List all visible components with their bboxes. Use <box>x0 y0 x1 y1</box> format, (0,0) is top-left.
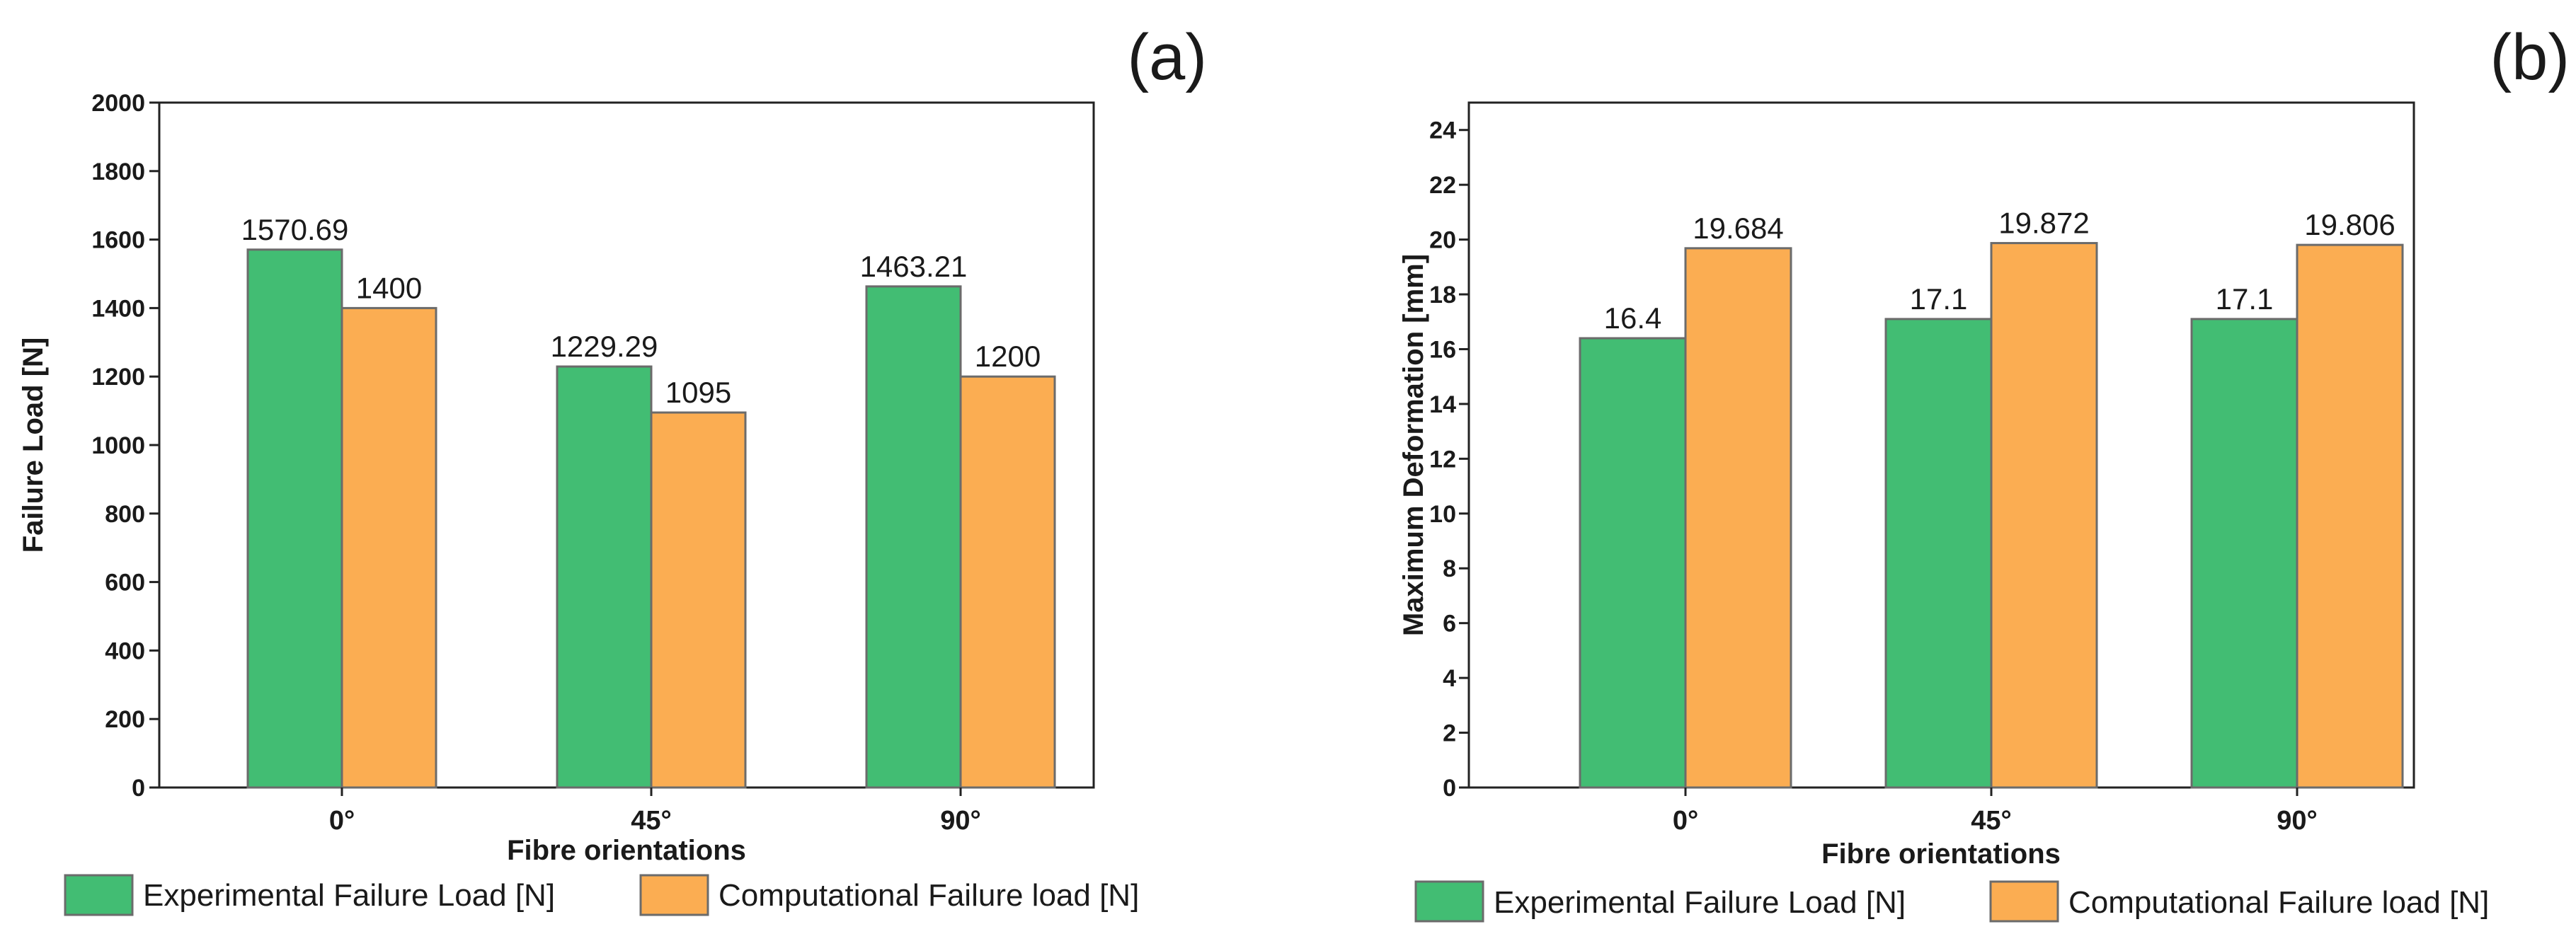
y-tick-label: 0 <box>132 775 145 802</box>
y-tick-label: 16 <box>1429 336 1456 363</box>
bar-computational <box>340 306 437 789</box>
bar-data-label: 17.1 <box>2216 282 2274 316</box>
category-label: 90° <box>2277 806 2317 836</box>
y-tick-label: 4 <box>1443 665 1456 692</box>
y-tick-label: 22 <box>1429 172 1456 199</box>
legend-swatch-experimental <box>64 874 134 916</box>
bar-data-label: 1229.29 <box>551 330 658 363</box>
y-tick-label: 8 <box>1443 555 1456 582</box>
legend-label-experimental: Experimental Failure Load [N] <box>143 878 555 913</box>
bar-computational <box>2296 243 2404 789</box>
y-tick-label: 600 <box>105 570 145 596</box>
bar-data-label: 1095 <box>665 376 731 409</box>
bar-data-label: 17.1 <box>1910 282 1968 316</box>
y-axis-title: Failure Load [N] <box>18 338 49 553</box>
panel-label: (a) <box>1128 21 1207 93</box>
data-labels: 16.4 19.684 17.1 19.872 17.1 19.806 <box>1604 207 2395 335</box>
y-tick-label: 18 <box>1429 282 1456 308</box>
y-tick-label: 0 <box>1443 775 1456 802</box>
bar-experimental <box>865 285 962 789</box>
y-tick-label: 12 <box>1429 446 1456 473</box>
bar-data-label: 19.806 <box>2304 208 2395 241</box>
y-tick-label: 10 <box>1429 501 1456 528</box>
y-tick-label: 1600 <box>91 227 145 254</box>
y-tick-label: 24 <box>1429 117 1456 144</box>
chart-panel-b: (b) Maximum Deformation [mm] Fibre orien… <box>1398 21 2570 923</box>
y-tick-label: 200 <box>105 706 145 733</box>
y-tick-label: 800 <box>105 501 145 528</box>
y-axis-title: Maximum Deformation [mm] <box>1398 254 1429 636</box>
legend-swatch-experimental <box>1414 880 1484 923</box>
bar-data-label: 1200 <box>975 340 1041 373</box>
bar-experimental <box>246 248 343 789</box>
y-tick-label: 20 <box>1429 227 1456 254</box>
category-labels: 0° 45° 90° <box>1673 788 2318 836</box>
x-axis-title: Fibre orientations <box>507 835 746 866</box>
legend-swatch-computational <box>1989 880 2059 923</box>
bar-data-label: 16.4 <box>1604 301 1662 335</box>
bar-computational <box>1990 242 2098 789</box>
bar-data-label: 1570.69 <box>241 213 349 246</box>
bars <box>246 248 1056 789</box>
legend-label-computational: Computational Failure load [N] <box>2068 885 2489 920</box>
bar-data-label: 1463.21 <box>860 250 968 283</box>
bar-computational <box>1684 247 1792 789</box>
category-label: 45° <box>1971 806 2011 836</box>
legend: Experimental Failure Load [N] Computatio… <box>64 874 1139 916</box>
y-tick-label: 1200 <box>91 364 145 391</box>
category-labels: 0° 45° 90° <box>329 788 981 836</box>
bar-experimental <box>556 365 653 789</box>
y-tick-label: 1400 <box>91 295 145 322</box>
y-axis-ticks: 0 200 400 600 800 1000 1200 1400 1600 1800 2000 <box>91 90 159 802</box>
y-tick-label: 14 <box>1429 391 1456 418</box>
bar-experimental <box>1884 318 1993 789</box>
legend-swatch-computational <box>639 874 709 916</box>
category-label: 0° <box>1673 806 1698 836</box>
bar-experimental <box>2190 318 2299 789</box>
chart-panel-a: (a) Failure Load [N] Fibre orientations … <box>18 21 1207 916</box>
y-tick-label: 400 <box>105 638 145 664</box>
category-label: 0° <box>329 806 355 836</box>
y-tick-label: 1800 <box>91 158 145 185</box>
bar-computational <box>650 411 747 789</box>
bars <box>1579 242 2404 789</box>
legend-label-experimental: Experimental Failure Load [N] <box>1494 885 1906 920</box>
legend-label-computational: Computational Failure load [N] <box>719 878 1139 913</box>
category-label: 90° <box>940 806 980 836</box>
bar-data-label: 19.872 <box>1998 207 2089 240</box>
bar-data-label: 1400 <box>356 271 422 304</box>
x-axis-title: Fibre orientations <box>1821 838 2061 870</box>
legend: Experimental Failure Load [N] Computatio… <box>1414 880 2489 923</box>
bar-data-label: 19.684 <box>1693 212 1783 245</box>
panel-label: (b) <box>2490 21 2570 93</box>
category-label: 45° <box>631 806 671 836</box>
y-tick-label: 6 <box>1443 611 1456 638</box>
y-tick-label: 2000 <box>91 90 145 117</box>
y-tick-label: 1000 <box>91 432 145 459</box>
bar-experimental <box>1579 337 1687 789</box>
y-tick-label: 2 <box>1443 720 1456 747</box>
bar-computational <box>959 375 1056 789</box>
